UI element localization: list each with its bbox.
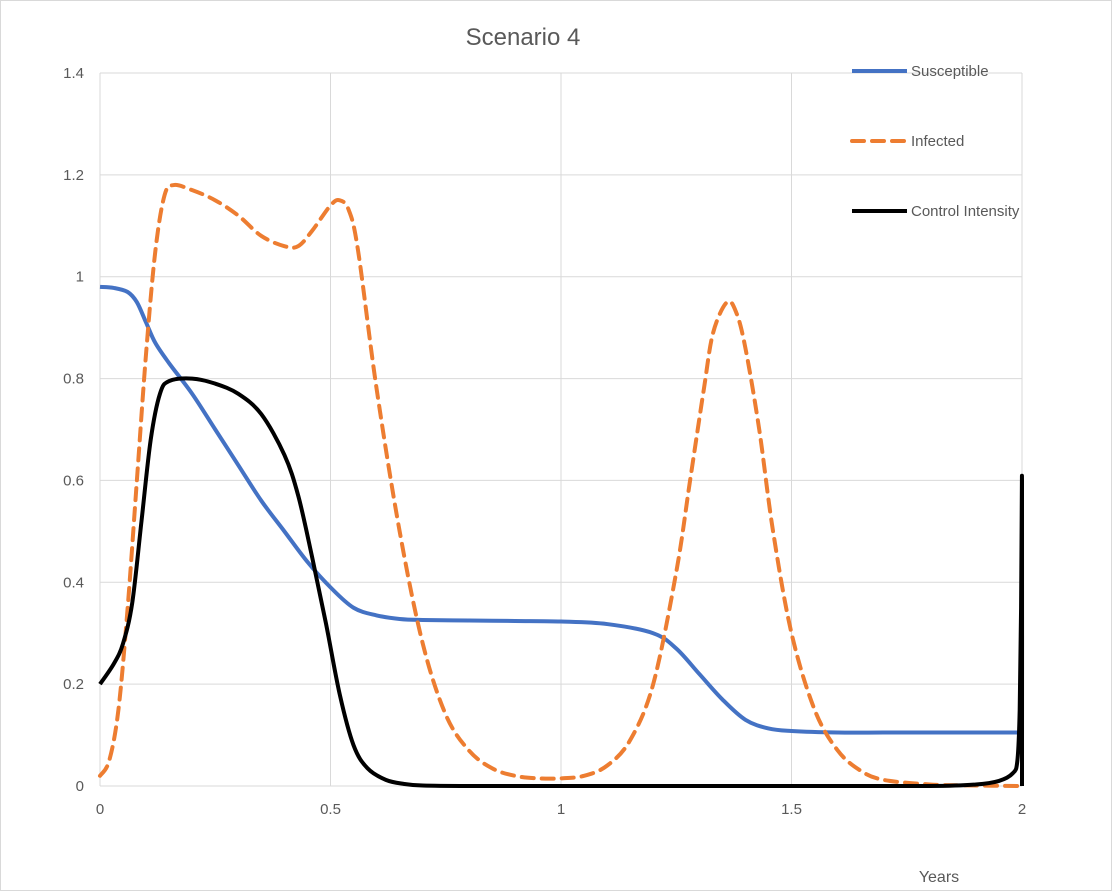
x-tick-label: 2 — [1018, 801, 1026, 818]
y-tick-label: 0.6 — [63, 472, 84, 489]
series-line-control-intensity — [98, 376, 1025, 789]
x-tick-label: 1 — [557, 801, 565, 818]
y-tick-label: 1.2 — [63, 167, 84, 184]
x-tick-label: 0.5 — [320, 801, 341, 818]
legend: Susceptible Infected Control Intensity — [850, 63, 1020, 220]
series-line-infected — [98, 182, 1024, 788]
legend-label-infected: Infected — [911, 133, 964, 150]
x-axis-title: Years — [919, 869, 959, 886]
y-tick-label: 0 — [76, 778, 84, 795]
tick-labels: 0 0.2 0.4 0.6 0.8 1 1.2 1.4 0 0.5 1 1.5 2 — [63, 65, 1026, 818]
series-line-susceptible — [99, 284, 1022, 735]
y-tick-label: 1 — [76, 269, 84, 286]
x-tick-label: 0 — [96, 801, 104, 818]
y-tick-label: 0.8 — [63, 371, 84, 388]
legend-label-control-intensity: Control Intensity — [911, 203, 1020, 220]
series-lines — [98, 182, 1025, 789]
gridlines — [99, 72, 1023, 787]
chart-title: Scenario 4 — [466, 24, 581, 51]
y-tick-label: 0.4 — [63, 574, 84, 591]
y-tick-label: 0.2 — [63, 676, 84, 693]
y-tick-label: 1.4 — [63, 65, 84, 82]
legend-label-susceptible: Susceptible — [911, 63, 989, 80]
x-tick-label: 1.5 — [781, 801, 802, 818]
